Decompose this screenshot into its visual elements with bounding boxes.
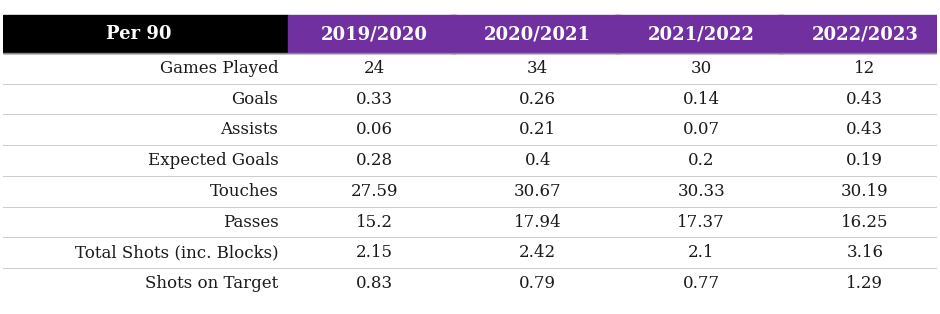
- Text: 30.33: 30.33: [678, 183, 725, 200]
- Text: 0.43: 0.43: [846, 121, 884, 138]
- Text: 0.83: 0.83: [355, 275, 393, 292]
- Text: 30: 30: [691, 60, 712, 77]
- Text: 2019/2020: 2019/2020: [321, 25, 428, 43]
- Text: 0.2: 0.2: [688, 152, 714, 169]
- Bar: [3, 15, 288, 53]
- Text: Goals: Goals: [231, 90, 278, 108]
- Text: Shots on Target: Shots on Target: [145, 275, 278, 292]
- Text: 17.37: 17.37: [678, 214, 725, 230]
- Text: 0.26: 0.26: [519, 90, 556, 108]
- Text: 30.19: 30.19: [841, 183, 888, 200]
- Text: 0.43: 0.43: [846, 90, 884, 108]
- Text: Assists: Assists: [221, 121, 278, 138]
- Text: 0.06: 0.06: [355, 121, 393, 138]
- Text: 0.19: 0.19: [846, 152, 884, 169]
- Text: 2.42: 2.42: [519, 244, 556, 261]
- Text: 34: 34: [527, 60, 548, 77]
- Text: 15.2: 15.2: [355, 214, 393, 230]
- Text: 17.94: 17.94: [514, 214, 561, 230]
- Bar: [615, 15, 783, 53]
- Text: 2.15: 2.15: [355, 244, 393, 261]
- Text: Expected Goals: Expected Goals: [148, 152, 278, 169]
- Bar: [288, 15, 456, 53]
- Text: 0.14: 0.14: [682, 90, 720, 108]
- Bar: [451, 15, 619, 53]
- Text: 30.67: 30.67: [514, 183, 561, 200]
- Text: 1.29: 1.29: [846, 275, 884, 292]
- Text: 0.79: 0.79: [519, 275, 556, 292]
- Text: 24: 24: [364, 60, 384, 77]
- Text: 2021/2022: 2021/2022: [648, 25, 755, 43]
- Text: 16.25: 16.25: [841, 214, 888, 230]
- Text: Passes: Passes: [223, 214, 278, 230]
- Text: 0.33: 0.33: [355, 90, 393, 108]
- Text: 0.4: 0.4: [525, 152, 551, 169]
- Text: 0.28: 0.28: [355, 152, 393, 169]
- Text: 27.59: 27.59: [351, 183, 398, 200]
- Text: 0.21: 0.21: [519, 121, 556, 138]
- Text: 0.07: 0.07: [682, 121, 720, 138]
- Text: Games Played: Games Played: [160, 60, 278, 77]
- Text: 2022/2023: 2022/2023: [811, 25, 918, 43]
- Bar: [778, 15, 940, 53]
- Text: 0.77: 0.77: [682, 275, 720, 292]
- Text: Per 90: Per 90: [105, 25, 171, 43]
- Text: 2020/2021: 2020/2021: [484, 25, 591, 43]
- Text: 12: 12: [854, 60, 875, 77]
- Text: 3.16: 3.16: [846, 244, 884, 261]
- Text: 2.1: 2.1: [688, 244, 714, 261]
- Text: Total Shots (inc. Blocks): Total Shots (inc. Blocks): [75, 244, 278, 261]
- Text: Touches: Touches: [210, 183, 278, 200]
